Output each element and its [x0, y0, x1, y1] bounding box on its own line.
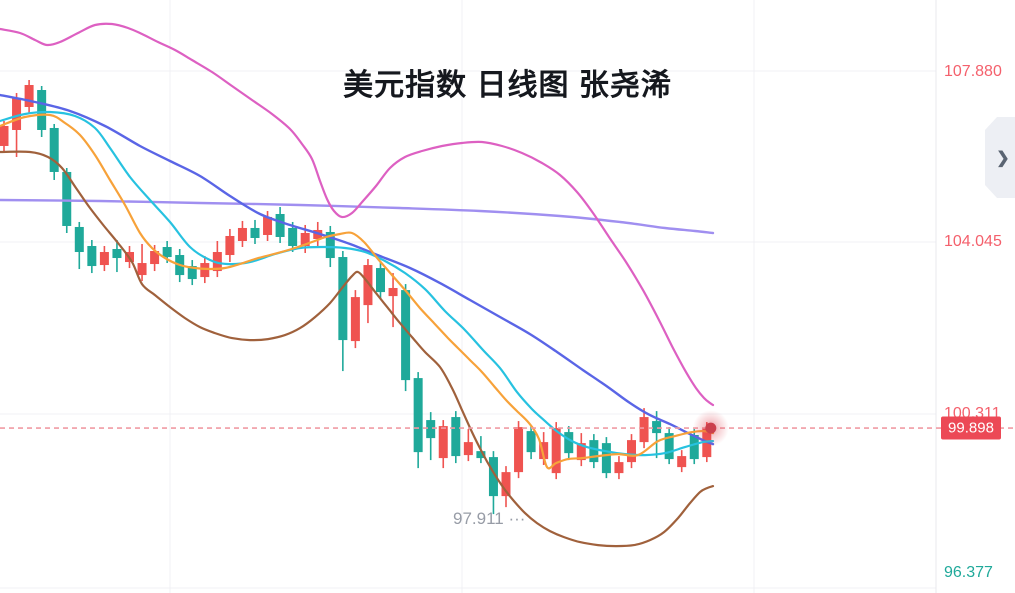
current-price-badge: 99.898	[941, 416, 1001, 440]
panel-expand-tab[interactable]: ❯	[985, 117, 1015, 198]
line-brown	[0, 150, 715, 548]
y-axis-label: 107.880	[944, 63, 1002, 80]
gridlines	[0, 0, 937, 593]
chevron-right-icon: ❯	[996, 149, 1010, 167]
line-blue	[0, 93, 715, 446]
price-axis[interactable]: 107.880 104.045 100.311 96.377 99.898	[936, 0, 1015, 593]
last-price-marker	[692, 410, 729, 447]
y-axis-label: 104.045	[944, 233, 1002, 250]
line-orange	[0, 113, 715, 470]
line-violet	[0, 198, 715, 235]
line-pink	[0, 22, 715, 407]
y-axis-label: 96.377	[944, 564, 993, 581]
line-cyan	[0, 110, 715, 457]
indicator-lines	[0, 22, 715, 548]
